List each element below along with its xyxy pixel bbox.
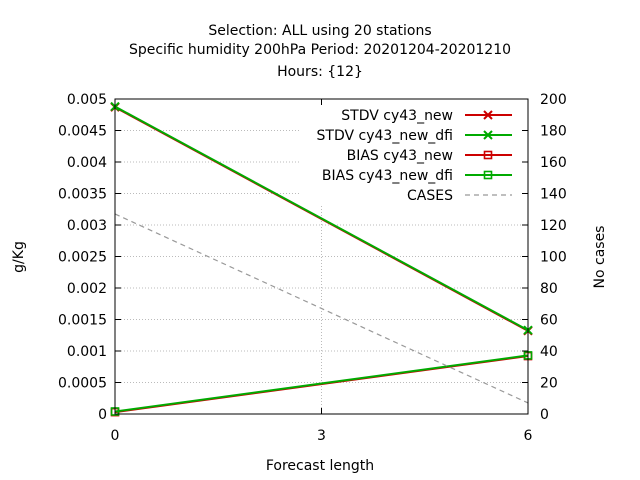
y2-tick-label: 80 [540,281,558,297]
y2-tick-label: 140 [540,187,567,203]
y-tick-label: 0.005 [67,92,107,108]
y-tick-label: 0.003 [67,218,107,234]
legend-label: STDV cy43_new_dfi [317,128,453,144]
x-tick-label: 6 [524,428,533,444]
legend-marker [483,150,493,160]
y2-axis-label: No cases [592,226,608,289]
x-axis-label: Forecast length [266,458,374,474]
y-tick-label: 0 [98,407,107,423]
legend: STDV cy43_new STDV cy43_new_dfi BIAS cy43_… [317,108,512,204]
series-line [114,105,529,332]
y2-tick-label: 200 [540,92,567,108]
y-axis-label: g/Kg [11,241,27,273]
y-tick-label: 0.004 [67,155,107,171]
y-tick-label: 0.001 [67,344,107,360]
legend-label: STDV cy43_new [341,108,453,124]
legend-marker [483,110,493,120]
y-tick-label: 0.002 [67,281,107,297]
legend-label: BIAS cy43_new [347,148,453,164]
chart-title-line-2: Specific humidity 200hPa Period: 2020120… [129,42,511,58]
y-tick-label: 0.0025 [58,250,107,266]
legend-marker [483,130,493,140]
marker-stroke [483,110,493,120]
chart-title-line-3: Hours: {12} [277,64,363,80]
y2-tick-label: 160 [540,155,567,171]
x-tick-label: 3 [317,428,326,444]
series-line [114,354,529,413]
chart-title-line-1: Selection: ALL using 20 stations [208,23,431,39]
legend-marker [483,170,493,180]
legend-label: BIAS cy43_new_dfi [322,168,453,184]
marker-stroke [483,130,493,140]
y2-tick-label: 180 [540,124,567,140]
y2-tick-label: 40 [540,344,558,360]
legend-label: CASES [407,188,453,204]
x-tick-label: 0 [111,428,120,444]
axis-ticks: 0 0.0005 0.001 0.0015 0.002 0.0025 0.003 0.0035… [58,92,567,444]
y-tick-label: 0.0015 [58,313,107,329]
y-tick-label: 0.0045 [58,124,107,140]
y2-tick-label: 60 [540,313,558,329]
y-tick-label: 0.0035 [58,187,107,203]
y2-tick-label: 0 [540,407,549,423]
series-line [114,213,529,404]
y2-tick-label: 120 [540,218,567,234]
y-tick-label: 0.0005 [58,376,107,392]
grid-lines [115,130,528,414]
y2-tick-label: 20 [540,376,558,392]
plot-series [110,101,533,417]
y2-tick-label: 100 [540,250,567,266]
